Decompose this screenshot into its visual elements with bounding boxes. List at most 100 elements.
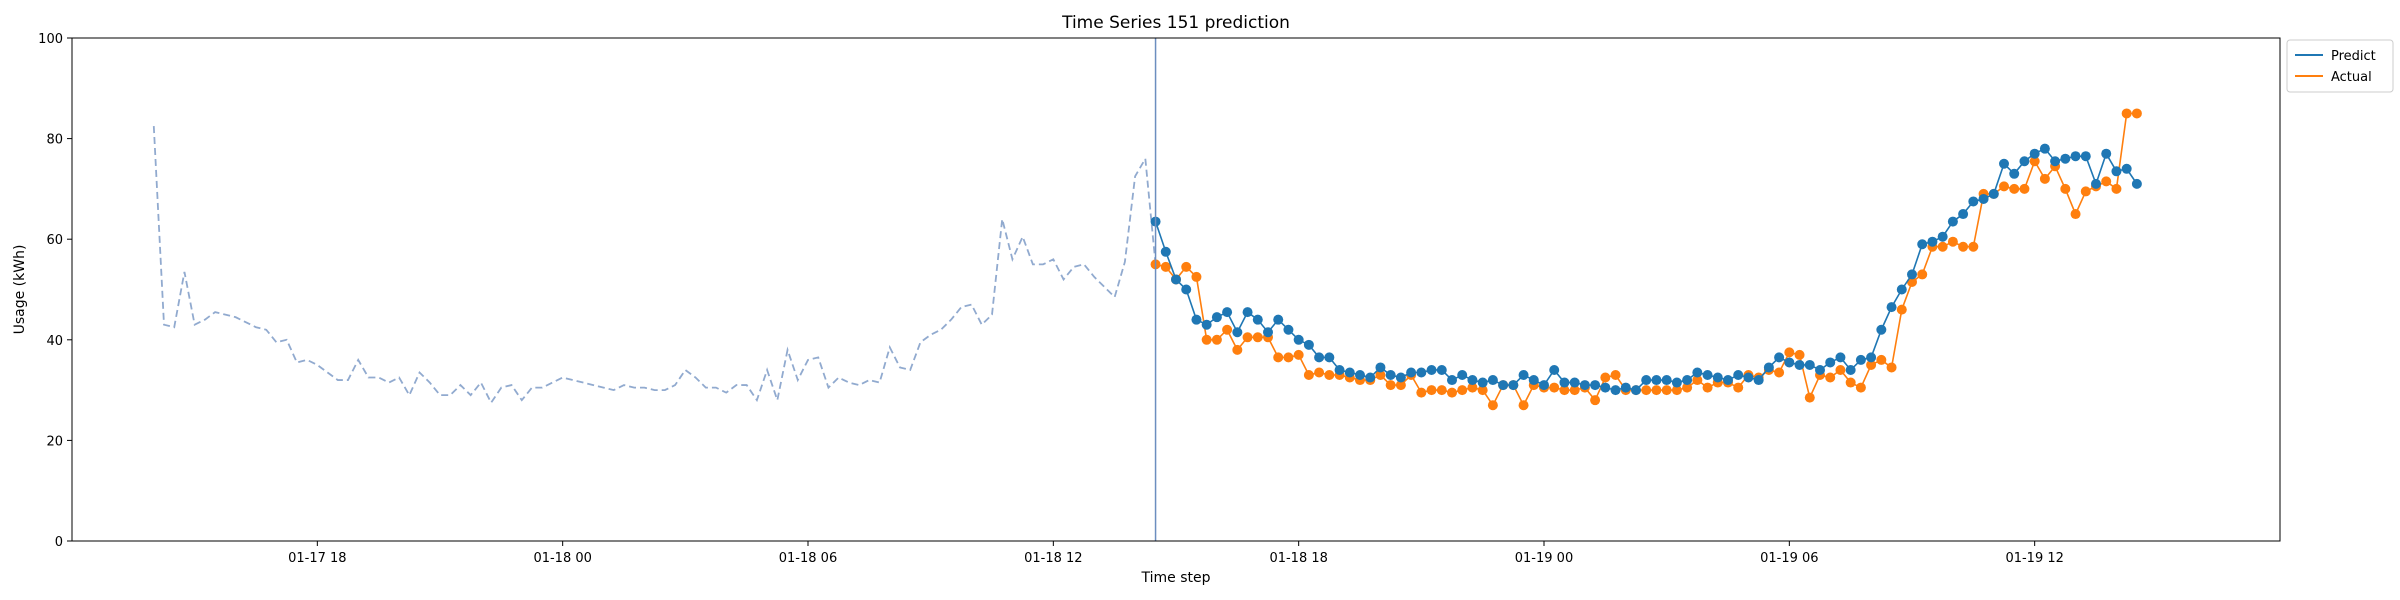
y-tick-label: 100 [38,32,63,47]
data-point [1252,332,1263,343]
data-point [1886,302,1897,313]
plot-area [152,38,2142,541]
data-point [1999,158,2009,169]
data-point [1273,314,1284,325]
data-point [1784,347,1795,358]
data-point [1324,370,1335,381]
data-point [1733,370,1744,381]
data-point [1160,261,1171,272]
data-point [1886,362,1897,373]
data-point [1293,349,1304,360]
data-point [1968,241,1979,252]
data-point [1999,181,2009,192]
data-point [1702,370,1713,381]
data-point [2121,108,2132,119]
data-point [1590,380,1601,391]
data-point [1671,385,1682,396]
data-point [1825,357,1836,368]
data-point [1947,216,1958,227]
data-point [1743,372,1754,383]
data-point [1753,375,1764,386]
legend-label: Actual [2331,70,2372,85]
data-point [1958,241,1969,252]
data-point [1447,375,1457,386]
data-point [1958,209,1969,220]
data-point [1477,377,1488,388]
data-point [1845,364,1856,375]
data-point [1866,359,1877,370]
data-point [1661,375,1672,386]
data-point [1344,367,1355,378]
data-point [1406,367,1417,378]
data-point [1355,370,1365,381]
x-axis-label: Time step [1141,570,1211,586]
x-tick-label: 01-18 06 [779,551,837,566]
data-point [1600,372,1611,383]
data-point [1283,324,1294,335]
data-point [1579,380,1590,391]
x-tick-label: 01-19 00 [1515,551,1573,566]
data-point [1242,332,1253,343]
data-point [1539,380,1549,391]
data-point [1365,372,1376,383]
data-point [1855,382,1866,393]
data-point [1651,385,1662,396]
legend: Predict Actual [2286,39,2394,93]
data-point [1907,269,1917,280]
data-point [1763,362,1774,373]
y-tick-label: 0 [55,535,63,550]
data-point [1712,372,1723,383]
data-point [1273,352,1284,363]
data-point [1263,327,1273,338]
chart-title: Time Series 151 prediction [1061,13,1290,33]
data-point [1498,380,1509,391]
data-point [1733,382,1744,393]
data-point [1436,385,1447,396]
data-point [1620,382,1631,393]
data-point [2019,156,2030,167]
data-point [1436,364,1447,375]
data-point [1518,400,1529,411]
data-point [1835,364,1846,375]
data-point [1467,375,1478,386]
data-point [2050,156,2061,167]
data-point [1815,364,1825,375]
y-axis-label: Usage (kWh) [12,245,28,335]
data-point [1559,377,1570,388]
data-point [1917,239,1928,250]
data-point [1201,334,1212,345]
data-point [1855,354,1866,365]
data-point [2121,163,2132,174]
data-point [1191,271,1202,282]
data-point [1631,385,1641,396]
data-point [1569,385,1580,396]
series-history [152,125,1157,405]
data-point [1794,349,1805,360]
data-point [1314,352,1325,363]
x-tick-label: 01-18 12 [1024,551,1082,566]
data-point [1303,370,1314,381]
legend-box [2286,39,2394,93]
data-point [1774,352,1785,363]
data-point [1549,382,1560,393]
data-point [2060,183,2071,194]
data-point [1303,339,1314,350]
data-point [1211,312,1222,323]
data-point [1784,357,1795,368]
data-point [1702,382,1713,393]
data-point [1661,385,1672,396]
data-point [1590,395,1601,406]
data-point [1181,261,1192,272]
y-tick-label: 20 [46,434,63,449]
data-point [1395,380,1406,391]
data-point [1211,334,1222,345]
data-point [1641,385,1652,396]
data-point [1385,380,1396,391]
data-point [1896,304,1907,315]
data-point [1671,377,1682,388]
data-point [1457,370,1468,381]
data-point [2029,156,2040,167]
data-point [1876,324,1887,335]
data-point [1160,246,1171,257]
data-point [1416,367,1427,378]
